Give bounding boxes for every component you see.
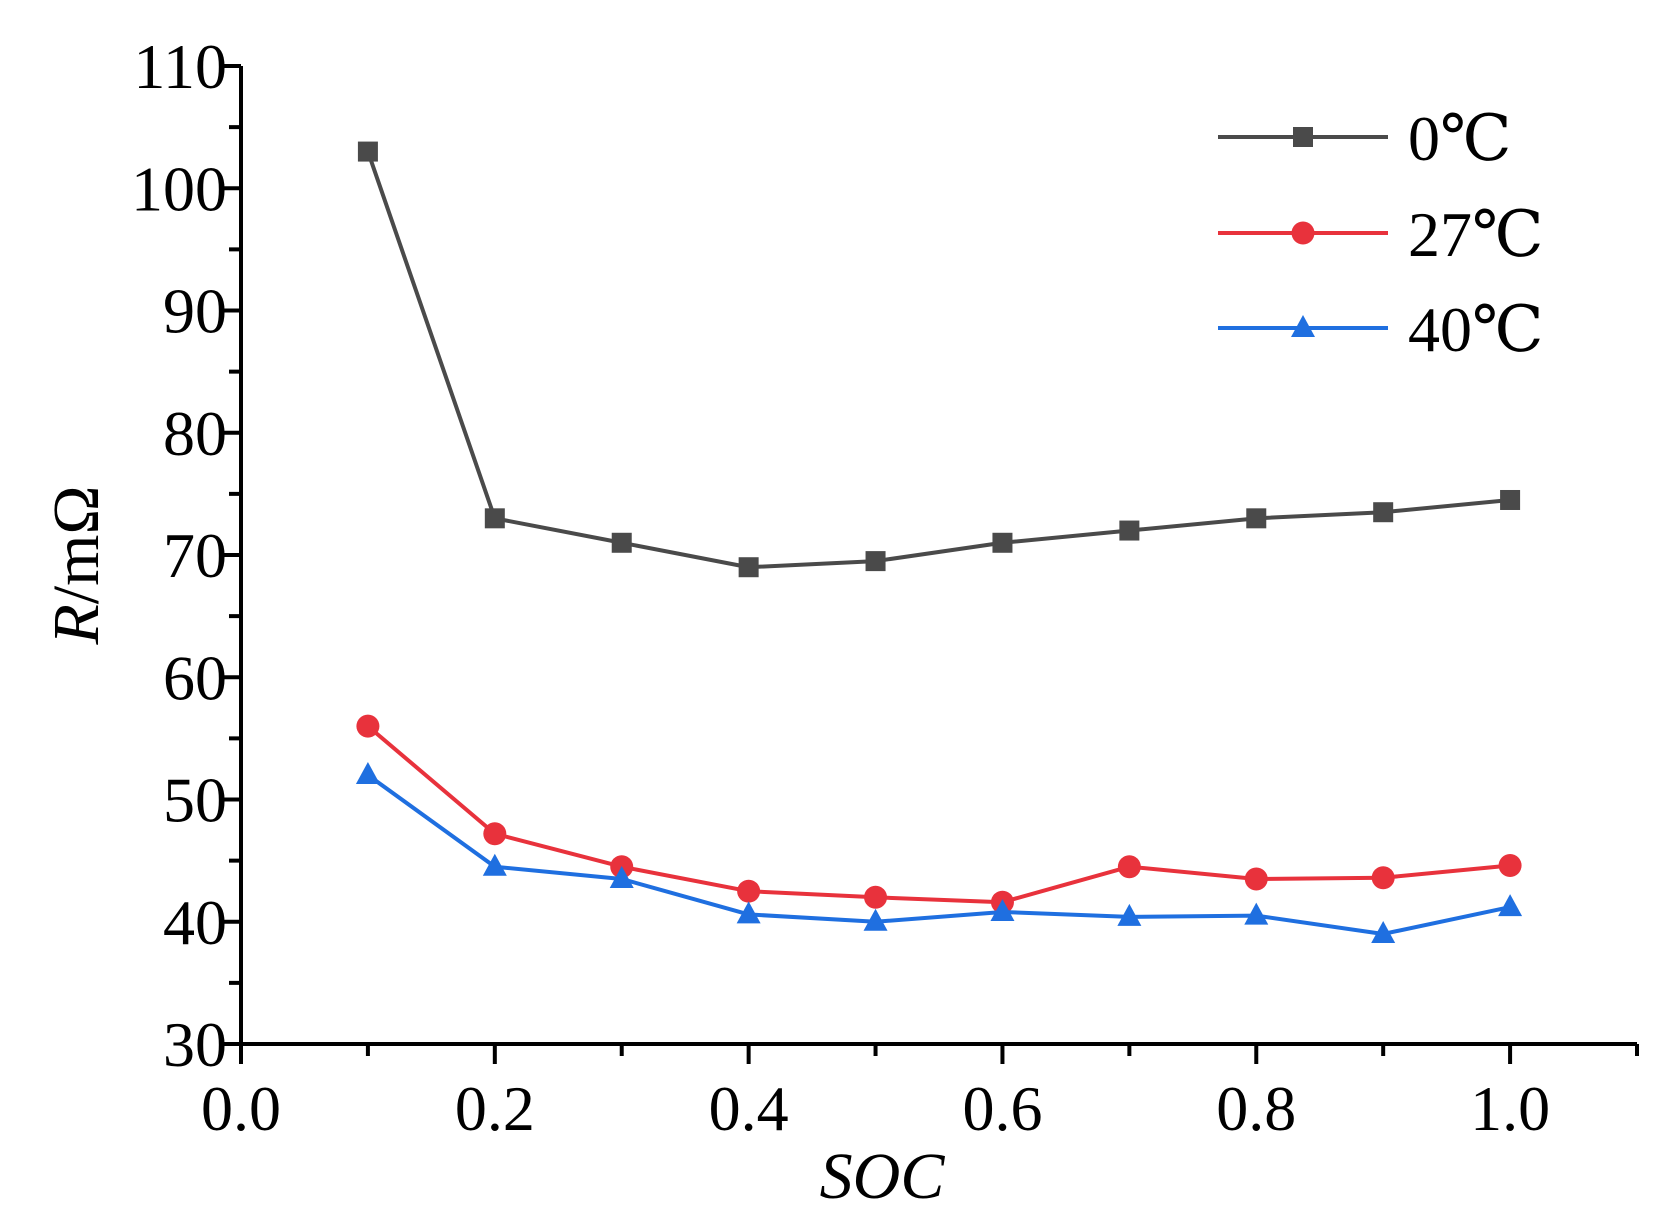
series-line bbox=[366, 150, 1511, 570]
y-tick-label: 90 bbox=[163, 276, 227, 347]
data-point bbox=[737, 879, 761, 903]
y-axis-ticks: 30 40 50 60 70 80 90 100 110 bbox=[131, 31, 241, 1080]
x-tick-label: 0.2 bbox=[455, 1073, 535, 1144]
data-point bbox=[863, 908, 888, 931]
data-point bbox=[1119, 520, 1140, 541]
legend-label: 0℃ bbox=[1408, 103, 1512, 174]
series-1 bbox=[356, 714, 1522, 914]
x-tick-label: 0.0 bbox=[201, 1073, 281, 1144]
data-point bbox=[484, 508, 505, 529]
series-layer bbox=[355, 141, 1523, 943]
x-axis-ticks: 0.0 0.2 0.4 0.6 0.8 1.0 bbox=[201, 1044, 1639, 1144]
series-0 bbox=[357, 141, 1521, 578]
data-point bbox=[864, 885, 888, 909]
data-point bbox=[865, 551, 886, 572]
data-point bbox=[1371, 866, 1395, 890]
data-point bbox=[482, 853, 507, 876]
legend-label: 40℃ bbox=[1408, 294, 1544, 365]
legend-marker bbox=[1293, 127, 1313, 147]
series-line bbox=[366, 724, 1511, 905]
data-point bbox=[357, 141, 378, 162]
data-point bbox=[355, 762, 380, 785]
data-point bbox=[1117, 855, 1141, 879]
data-point bbox=[1498, 894, 1523, 917]
y-tick-label: 80 bbox=[163, 398, 227, 469]
legend-marker bbox=[1291, 221, 1315, 245]
data-point bbox=[1498, 854, 1522, 878]
data-point bbox=[1246, 508, 1267, 529]
data-point bbox=[1371, 920, 1396, 943]
y-tick-label: 50 bbox=[163, 765, 227, 836]
series-line bbox=[366, 773, 1511, 936]
legend-entry: 40℃ bbox=[1218, 294, 1544, 365]
data-point bbox=[356, 714, 380, 738]
legend-entry: 27℃ bbox=[1218, 199, 1544, 270]
data-point bbox=[1244, 902, 1269, 925]
y-tick-label: 110 bbox=[133, 31, 227, 102]
data-point bbox=[611, 532, 632, 553]
data-point bbox=[1373, 502, 1394, 523]
y-axis-title: R/mΩ bbox=[40, 485, 113, 645]
series-2 bbox=[355, 762, 1523, 943]
data-point bbox=[1244, 867, 1268, 891]
data-point bbox=[736, 901, 761, 924]
y-tick-label: 60 bbox=[163, 642, 227, 713]
data-point bbox=[1117, 903, 1142, 926]
y-axis-title-unit: /mΩ bbox=[40, 485, 113, 604]
x-axis-title: SOC bbox=[820, 1140, 946, 1213]
legend-label: 27℃ bbox=[1408, 199, 1544, 270]
y-axis-title-symbol: R bbox=[40, 604, 113, 645]
data-point bbox=[738, 557, 759, 578]
data-point bbox=[992, 532, 1013, 553]
data-point bbox=[990, 898, 1015, 921]
y-tick-label: 70 bbox=[163, 520, 227, 591]
data-point bbox=[1500, 489, 1521, 510]
legend-marker bbox=[1291, 315, 1315, 337]
y-tick-label: 100 bbox=[131, 153, 227, 224]
y-tick-label: 30 bbox=[163, 1009, 227, 1080]
legend-entry: 0℃ bbox=[1218, 103, 1512, 174]
x-tick-label: 0.4 bbox=[709, 1073, 789, 1144]
x-tick-label: 0.8 bbox=[1216, 1073, 1296, 1144]
data-point bbox=[483, 822, 507, 846]
legend: 0℃ 27℃ 40℃ bbox=[1218, 103, 1544, 365]
x-tick-label: 0.6 bbox=[962, 1073, 1042, 1144]
data-point bbox=[609, 865, 634, 888]
x-tick-label: 1.0 bbox=[1470, 1073, 1550, 1144]
y-tick-label: 40 bbox=[163, 887, 227, 958]
axes: 0.0 0.2 0.4 0.6 0.8 1.0 30 40 50 60 70 80 90 100 110 bbox=[131, 31, 1639, 1144]
